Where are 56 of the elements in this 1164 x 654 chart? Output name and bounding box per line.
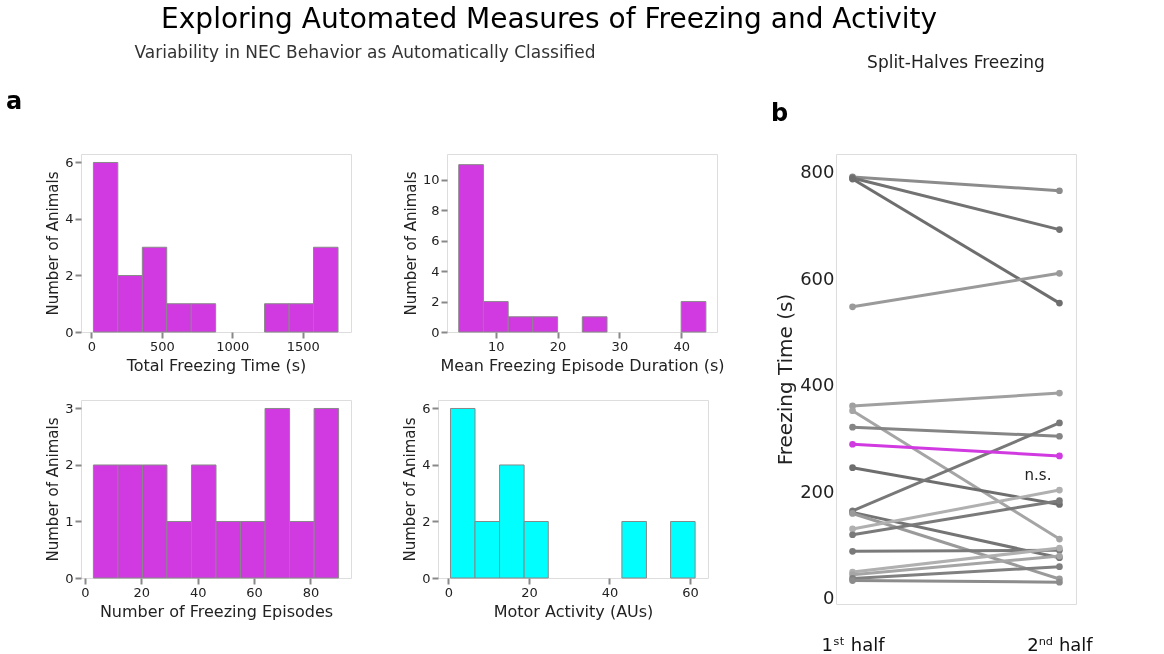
y-tick-label: 8 [431, 202, 440, 218]
x-axis-title: Total Freezing Time (s) [125, 355, 307, 375]
x-tick-label: 20 [521, 584, 538, 600]
x-axis-title: Number of Freezing Episodes [99, 601, 334, 621]
text: b [771, 99, 789, 127]
x-tick-label: 0 [444, 584, 454, 600]
y-tick-label: 4 [422, 457, 431, 473]
x-tick-label: 500 [149, 338, 175, 354]
y-tick-label: 0 [65, 570, 74, 586]
x-axis-title: Mean Freezing Episode Duration (s) [440, 355, 725, 375]
y-tick-label: 4 [431, 263, 440, 279]
y-axis-title: Number of Animals [401, 171, 420, 316]
y-tick-label: 10 [422, 172, 440, 188]
x-tick-label: 0 [87, 338, 96, 354]
y-axis-title: Freezing Time (s) [773, 293, 798, 466]
y-tick-label: 2 [431, 294, 440, 310]
y-tick-label: 4 [65, 211, 74, 227]
y-axis-title: Number of Animals [44, 417, 63, 562]
x-tick-label: 30 [611, 338, 629, 354]
annotation: n.s. [1024, 465, 1052, 484]
y-tick-label: 0 [422, 570, 431, 586]
y-tick-label: 2 [422, 513, 431, 529]
x-tick-label: 60 [682, 584, 699, 600]
y-tick-label: 200 [800, 480, 835, 502]
y-tick-label: 6 [422, 400, 431, 416]
x-tick-label: 1000 [216, 338, 250, 354]
y-axis-title: Number of Animals [401, 417, 420, 562]
x-tick-label: 40 [601, 584, 619, 600]
text: Exploring Automated Measures of Freezing and Activity [161, 1, 938, 35]
y-tick-label: 800 [800, 161, 835, 183]
x-tick-label: 0 [81, 584, 90, 600]
text: a [6, 87, 23, 115]
y-tick-label: 600 [800, 267, 835, 289]
y-tick-label: 3 [65, 400, 74, 416]
x-tick-label: 20 [133, 584, 151, 600]
y-axis-title: Number of Animals [44, 171, 63, 316]
x-tick-label: 40 [189, 584, 207, 600]
x-tick-label: 80 [302, 584, 320, 600]
x-tick-label: 40 [673, 338, 690, 354]
y-tick-label: 2 [65, 457, 74, 473]
x-tick-label: 10 [488, 338, 505, 354]
y-tick-label: 400 [800, 374, 835, 396]
y-tick-label: 0 [431, 324, 440, 340]
y-tick-label: 2 [65, 267, 74, 283]
y-tick-label: 6 [431, 233, 440, 249]
x-tick-label: 1500 [286, 338, 320, 354]
x-tick-label: 20 [549, 338, 567, 354]
x-tick-label: 60 [246, 584, 263, 600]
chart-title: Split-Halves Freezing [867, 52, 1045, 72]
y-tick-label: 6 [65, 154, 74, 170]
x-axis-title: Motor Activity (AUs) [493, 601, 654, 621]
x-tick-label: 1ˢᵗ half [821, 633, 886, 654]
y-tick-label: 0 [65, 324, 74, 340]
text: Variability in NEC Behavior as Automatically Classified [134, 41, 596, 62]
x-tick-label: 2ⁿᵈ half [1027, 633, 1094, 654]
y-tick-label: 1 [65, 513, 74, 529]
